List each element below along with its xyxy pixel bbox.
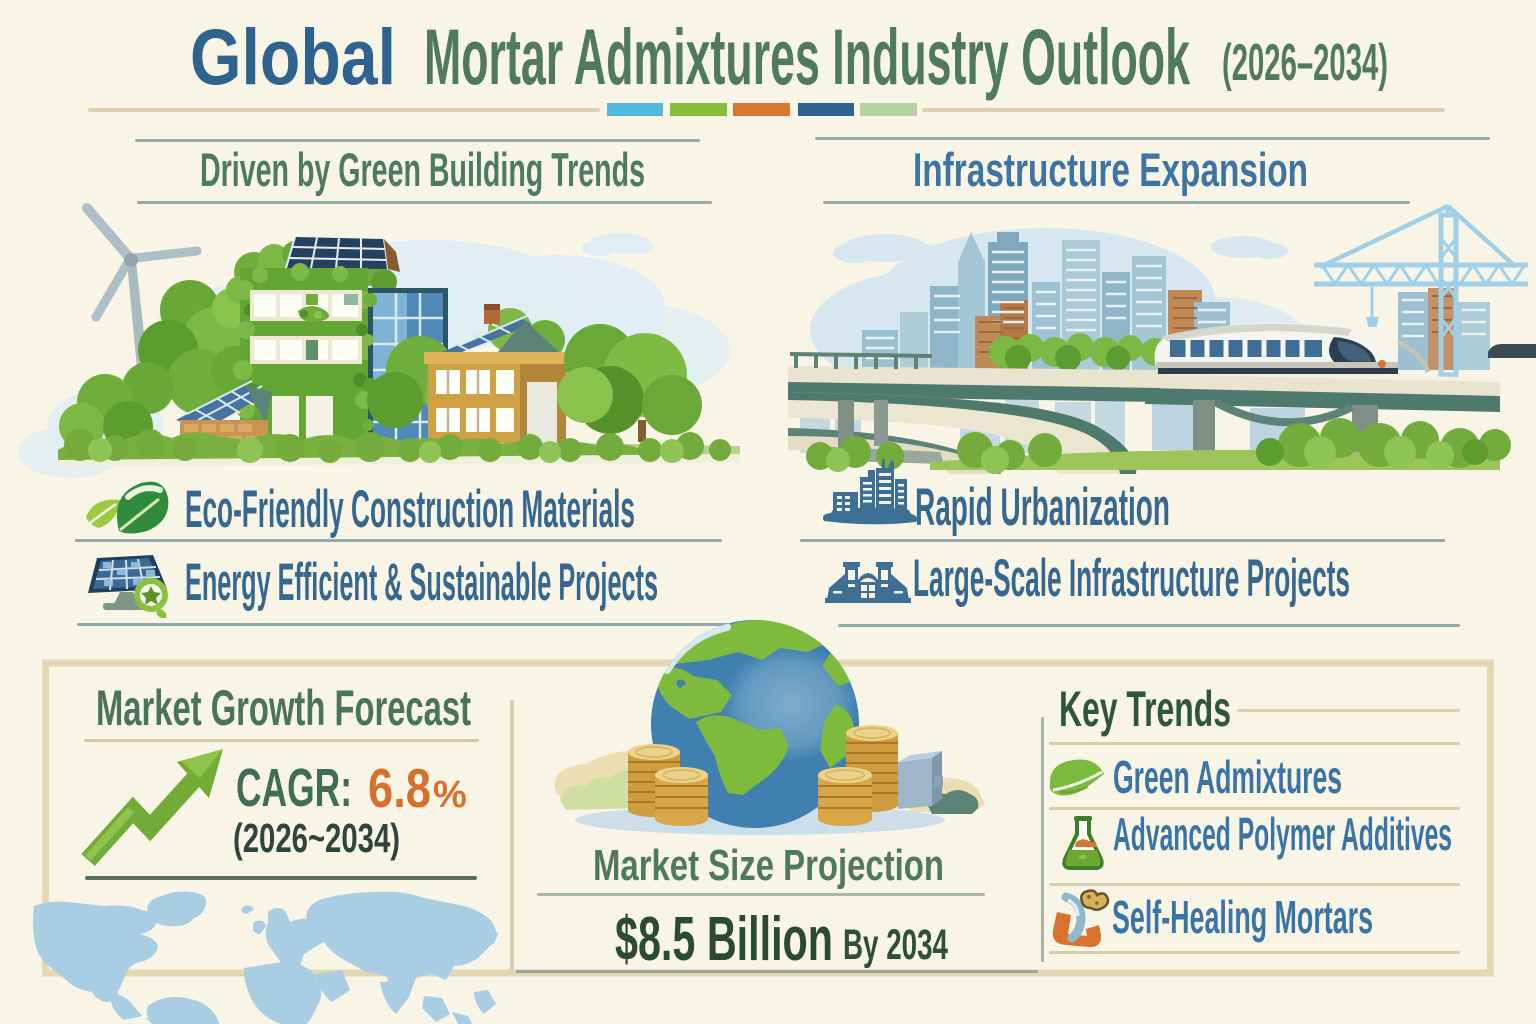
svg-text:%: %	[433, 774, 467, 816]
svg-text:Infrastructure Expansion: Infrastructure Expansion	[913, 143, 1308, 196]
svg-text:Key Trends: Key Trends	[1059, 681, 1231, 737]
svg-text:6.8: 6.8	[368, 757, 431, 819]
svg-text:Market Size Projection: Market Size Projection	[593, 841, 944, 890]
svg-text:Rapid Urbanization: Rapid Urbanization	[915, 478, 1170, 537]
svg-text:Mortar Admixtures Industry Out: Mortar Admixtures Industry Outlook	[424, 12, 1191, 101]
svg-text:Advanced Polymer Additives: Advanced Polymer Additives	[1113, 808, 1452, 860]
svg-text:$8.5 Billion: $8.5 Billion	[615, 905, 833, 974]
svg-text:(2026~2034): (2026~2034)	[233, 815, 400, 861]
svg-text:Large-Scale Infrastructure Pro: Large-Scale Infrastructure Projects	[913, 549, 1350, 608]
svg-text:Energy Efficient & Sustainable: Energy Efficient & Sustainable Projects	[185, 553, 658, 612]
svg-text:(2026–2034): (2026–2034)	[1222, 34, 1388, 92]
svg-text:By 2034: By 2034	[843, 921, 948, 969]
svg-text:Global: Global	[190, 12, 396, 101]
svg-text:Market Growth Forecast: Market Growth Forecast	[96, 680, 471, 736]
svg-text:CAGR:: CAGR:	[236, 758, 352, 818]
svg-text:Eco-Friendly Construction Mate: Eco-Friendly Construction Materials	[185, 480, 635, 539]
svg-text:Self-Healing Mortars: Self-Healing Mortars	[1112, 891, 1373, 943]
svg-text:Driven by Green Building Trend: Driven by Green Building Trends	[200, 143, 645, 196]
svg-text:Green Admixtures: Green Admixtures	[1113, 751, 1342, 803]
